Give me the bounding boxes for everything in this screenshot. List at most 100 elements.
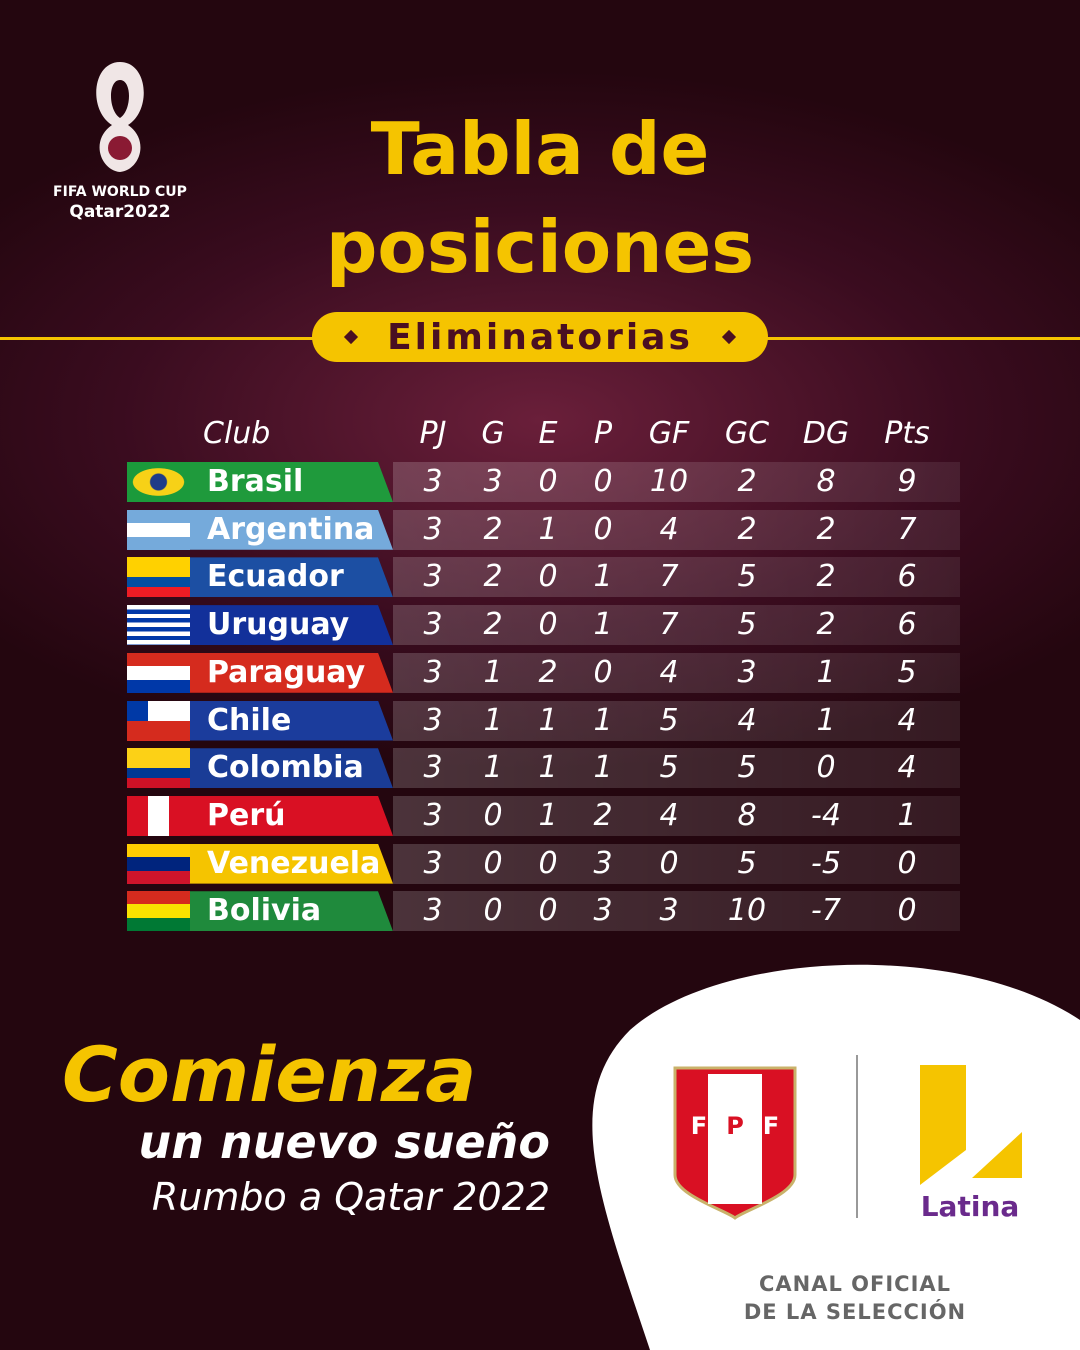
stat-cell: 4 xyxy=(659,511,679,547)
badge: Eliminatorias xyxy=(312,312,768,362)
table-row: Colombia 3 1 1 1 5 5 0 4 xyxy=(127,748,960,789)
stat-cell: 4 xyxy=(659,654,679,690)
stat-cell: 1 xyxy=(816,702,836,738)
stat-cell: 0 xyxy=(659,845,679,881)
stat-cell: 0 xyxy=(816,750,836,786)
header-cell: GC xyxy=(724,416,770,451)
stat-cell: 1 xyxy=(538,702,558,738)
stat-cell: 10 xyxy=(649,464,689,499)
stats-bg xyxy=(393,700,960,741)
stat-cell: 1 xyxy=(538,797,558,833)
footer-line: DE LA SELECCIÓN xyxy=(743,1300,967,1324)
stat-cell: 8 xyxy=(816,464,836,499)
footer: CANAL OFICIAL DE LA SELECCIÓN xyxy=(740,1270,970,1326)
stat-cell: 4 xyxy=(897,750,917,786)
logo-line2: Qatar2022 xyxy=(69,202,171,222)
stat-cell: 5 xyxy=(737,750,757,786)
club-name: Venezuela xyxy=(207,845,381,881)
stat-cell: 7 xyxy=(897,511,917,547)
stat-cell: 3 xyxy=(423,702,443,738)
flag xyxy=(127,748,190,789)
club-name: Perú xyxy=(207,797,286,833)
header-cell: E xyxy=(538,416,558,451)
header-cell: Pts xyxy=(884,416,930,451)
club-name: Brasil xyxy=(207,464,304,499)
table-row: Ecuador 3 2 0 1 7 5 2 6 xyxy=(127,557,960,598)
stat-cell: 5 xyxy=(897,654,917,690)
stat-cell: 10 xyxy=(727,893,767,929)
stat-cell: 6 xyxy=(897,607,917,643)
club-band xyxy=(190,652,393,693)
stat-cell: 2 xyxy=(483,607,503,643)
table-row: Brasil 3 3 0 0 10 2 8 9 xyxy=(127,462,960,502)
stat-cell: 0 xyxy=(538,464,558,499)
club-name: Paraguay xyxy=(207,654,366,690)
club-name: Argentina xyxy=(207,511,375,547)
stat-cell: 1 xyxy=(483,654,503,690)
stat-cell: 5 xyxy=(737,845,757,881)
stat-cell: 3 xyxy=(423,464,443,499)
stat-cell: 0 xyxy=(483,893,503,929)
stat-cell: 3 xyxy=(423,845,443,881)
table-row: Venezuela 3 0 0 3 0 5 -5 0 xyxy=(127,843,960,884)
stats-bg xyxy=(393,843,960,884)
table-row: Argentina 3 2 1 0 4 2 2 7 xyxy=(127,509,960,550)
stat-cell: 1 xyxy=(816,654,836,690)
stat-cell: 3 xyxy=(423,607,443,643)
club-name: Uruguay xyxy=(207,607,350,643)
table-row: Bolivia 3 0 0 3 3 10 -7 0 xyxy=(127,891,960,932)
header-cell: Club xyxy=(203,416,271,451)
stats-bg xyxy=(393,652,960,693)
stat-cell: 5 xyxy=(737,607,757,643)
fpf-letter: P xyxy=(726,1112,744,1140)
stat-cell: 2 xyxy=(483,559,503,595)
club-band xyxy=(190,509,393,550)
stat-cell: 0 xyxy=(538,893,558,929)
club-band xyxy=(190,462,393,502)
stat-cell: 2 xyxy=(737,464,757,499)
stat-cell: 2 xyxy=(483,511,503,547)
stat-cell: 2 xyxy=(816,511,836,547)
stat-cell: 0 xyxy=(483,797,503,833)
flag xyxy=(127,891,190,932)
flag xyxy=(127,557,190,598)
stats-bg xyxy=(393,509,960,550)
stat-cell: 2 xyxy=(737,511,757,547)
tagline-2: un nuevo sueño xyxy=(138,1115,550,1169)
fpf-letter: F xyxy=(690,1112,708,1140)
stat-cell: 4 xyxy=(659,797,679,833)
flag xyxy=(127,843,190,884)
club-name: Bolivia xyxy=(207,893,322,929)
stat-cell: 7 xyxy=(659,607,679,643)
tagline-3: Rumbo a Qatar 2022 xyxy=(151,1175,550,1219)
trophy-emblem xyxy=(108,136,132,160)
stat-cell: 3 xyxy=(423,559,443,595)
stat-cell: 0 xyxy=(593,464,613,499)
flag xyxy=(127,605,190,646)
flag xyxy=(127,700,190,741)
flag xyxy=(127,652,190,693)
stat-cell: 3 xyxy=(423,654,443,690)
table-row: Paraguay 3 1 2 0 4 3 1 5 xyxy=(127,652,960,693)
title: Tabla de posiciones xyxy=(325,107,755,289)
club-band xyxy=(190,748,393,789)
club-band xyxy=(190,843,393,884)
stat-cell: -5 xyxy=(811,845,841,881)
stats-bg xyxy=(393,557,960,598)
stats-bg xyxy=(393,748,960,789)
stat-cell: 5 xyxy=(659,702,679,738)
fpf-letters: F P F xyxy=(684,1112,786,1140)
stat-cell: 4 xyxy=(897,702,917,738)
latina-l xyxy=(920,1065,966,1185)
logo-line1: FIFA WORLD CUP xyxy=(53,184,187,200)
stat-cell: 8 xyxy=(737,797,757,833)
tagline-1: Comienza xyxy=(62,1030,477,1119)
stat-cell: 6 xyxy=(897,559,917,595)
latina-l-foot xyxy=(972,1132,1022,1178)
stat-cell: 5 xyxy=(737,559,757,595)
stat-cell: 3 xyxy=(483,464,503,499)
table-row: Chile 3 1 1 1 5 4 1 4 xyxy=(127,700,960,741)
stat-cell: 0 xyxy=(593,654,613,690)
table-row: Perú 3 0 1 2 4 8 -4 1 xyxy=(127,795,960,836)
